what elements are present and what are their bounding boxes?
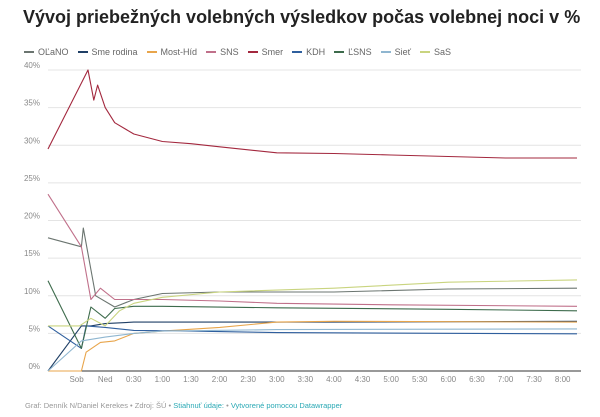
footer-credit: Graf: Denník N/Daniel Kerekes • Zdroj: Š…	[25, 401, 174, 410]
legend-swatch	[24, 51, 34, 53]
x-tick-label: 8:00	[555, 375, 571, 384]
legend-swatch	[334, 51, 345, 53]
footer-sep: •	[224, 401, 231, 410]
x-tick-label: 1:30	[183, 375, 199, 384]
y-tick-label: 5%	[28, 324, 40, 333]
x-tick-label: 2:00	[212, 375, 228, 384]
legend-swatch	[420, 51, 431, 53]
y-tick-label: 30%	[24, 136, 40, 145]
legend-label: KDH	[306, 47, 326, 57]
x-tick-label: 4:00	[326, 375, 342, 384]
legend-item: Most-Híd	[146, 47, 198, 57]
x-tick-label: 3:30	[298, 375, 314, 384]
x-tick-label: 5:00	[383, 375, 399, 384]
series-line-oľano	[47, 227, 578, 308]
series-line-sas	[48, 279, 578, 327]
y-tick-label: 0%	[28, 362, 40, 371]
x-tick-label: Ned	[98, 375, 113, 384]
legend-item: ĽSNS	[334, 47, 372, 57]
legend-item: SNS	[206, 47, 239, 57]
legend-item: SaS	[420, 47, 451, 57]
x-tick-label: 6:30	[469, 375, 485, 384]
footer: Graf: Denník N/Daniel Kerekes • Zdroj: Š…	[25, 401, 342, 410]
y-tick-label: 10%	[24, 287, 40, 296]
y-tick-label: 20%	[24, 212, 40, 221]
x-tick-label: 5:30	[412, 375, 428, 384]
legend-swatch	[206, 51, 217, 53]
legend-swatch	[292, 51, 303, 53]
legend-item: Smer	[247, 47, 284, 57]
x-tick-label: 4:30	[355, 375, 371, 384]
legend-label: ĽSNS	[348, 47, 372, 57]
legend-label: OĽaNO	[38, 47, 69, 57]
legend-item: Sme rodina	[77, 47, 138, 57]
y-tick-label: 15%	[24, 249, 40, 258]
datawrapper-link[interactable]: Vytvorené pomocou Datawrapper	[230, 401, 343, 410]
y-tick-label: 25%	[24, 174, 40, 183]
series-line-sns	[47, 193, 578, 307]
legend-label: SNS	[220, 47, 239, 57]
x-tick-label: Sob	[69, 375, 84, 384]
x-tick-label: 3:00	[269, 375, 285, 384]
x-tick-label: 7:00	[498, 375, 514, 384]
legend-item: Sieť	[380, 47, 412, 57]
legend-label: Sme rodina	[91, 47, 138, 57]
line-chart: 0% 5% 10% 15% 20% 25% 30% 35% 40% Sob Ned 0:30 1:00 1…	[24, 61, 581, 384]
y-tick-label: 40%	[24, 61, 40, 70]
series-line-smer	[47, 69, 577, 159]
series-line-sieť	[47, 328, 578, 372]
y-tick-label: 35%	[24, 99, 40, 108]
chart-title: Vývoj priebežných volebných výsledkov po…	[23, 7, 581, 27]
legend-swatch	[77, 51, 88, 53]
legend-swatch	[247, 51, 258, 53]
download-data-link[interactable]: Stiahnuť údaje:	[173, 401, 225, 410]
legend-swatch	[380, 51, 391, 53]
x-tick-label: 7:30	[526, 375, 542, 384]
legend-label: Sieť	[394, 47, 412, 57]
legend-swatch	[146, 51, 157, 53]
legend-label: SaS	[434, 47, 452, 57]
x-tick-label: 2:30	[240, 375, 256, 384]
series-line-ľsns	[47, 280, 578, 349]
x-tick-label: 1:00	[155, 375, 171, 384]
legend-item: OĽaNO	[24, 47, 69, 57]
legend-label: Most-Híd	[160, 47, 198, 57]
legend: OĽaNO Sme rodina Most-Híd SNS Smer KDH ĽSNS Sie…	[24, 47, 451, 57]
legend-label: Smer	[261, 47, 284, 57]
x-tick-label: 0:30	[126, 375, 142, 384]
legend-item: KDH	[292, 47, 325, 57]
x-tick-label: 6:00	[441, 375, 457, 384]
